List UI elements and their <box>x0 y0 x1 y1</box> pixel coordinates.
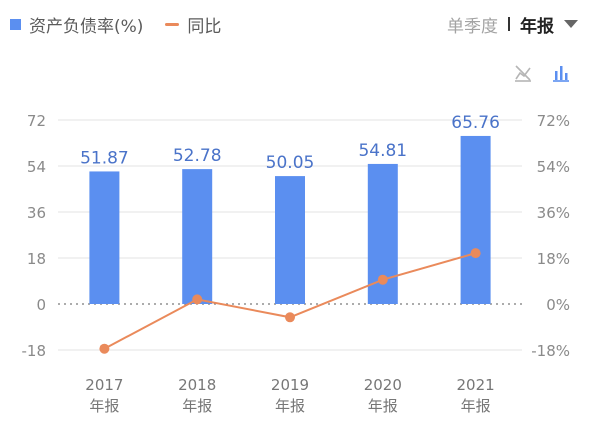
yoy-point <box>377 274 388 285</box>
x-tick-label: 2021 <box>457 376 495 394</box>
period-option-year[interactable]: 年报 <box>520 16 554 37</box>
y-left-tick-label: 36 <box>27 204 46 222</box>
y-right-tick-label: 0% <box>546 296 570 314</box>
legend-item-ratio[interactable]: 资产负债率(%) <box>10 12 143 37</box>
y-right-tick-label: 18% <box>537 250 570 268</box>
x-tick-label: 年报 <box>368 397 398 415</box>
y-right-tick-label: -18% <box>531 342 570 360</box>
legend-item-yoy[interactable]: 同比 <box>165 12 221 37</box>
y-left-tick-label: 0 <box>36 296 46 314</box>
x-tick-label: 2018 <box>178 376 216 394</box>
y-right-tick-label: 36% <box>537 204 570 222</box>
x-tick-label: 2017 <box>85 376 123 394</box>
bar-data-label: 54.81 <box>358 141 407 161</box>
legend-line-label: 同比 <box>187 16 222 37</box>
period-option-quarter[interactable]: 单季度 <box>447 16 498 37</box>
legend-bar-swatch <box>10 18 21 30</box>
x-tick-label: 2020 <box>364 376 402 394</box>
bar-chart-icon[interactable] <box>550 62 572 84</box>
y-left-tick-label: 54 <box>27 158 46 176</box>
y-right-tick-label: 72% <box>537 112 570 130</box>
y-left-tick-label: 72 <box>27 112 46 130</box>
x-tick-label: 年报 <box>275 397 305 415</box>
y-right-tick-label: 54% <box>537 158 570 176</box>
bar-data-label: 65.76 <box>451 113 500 133</box>
yoy-point <box>470 248 481 259</box>
bar-data-label: 52.78 <box>173 146 222 166</box>
y-left-tick-label: -18 <box>22 342 47 360</box>
legend-bar-label: 资产负债率(%) <box>29 16 144 37</box>
y-left-tick-label: 18 <box>27 250 46 268</box>
period-selector[interactable]: 单季度 年报 <box>447 10 578 38</box>
x-tick-label: 2019 <box>271 376 309 394</box>
bar <box>182 169 213 304</box>
legend-line-swatch <box>165 22 180 26</box>
bar <box>460 135 491 304</box>
chevron-down-icon[interactable] <box>564 20 578 28</box>
chart-type-toggles <box>496 62 572 84</box>
x-tick-label: 年报 <box>461 397 491 415</box>
yoy-point <box>285 312 295 323</box>
bar <box>89 171 120 304</box>
chart-legend: 资产负债率(%) 同比 <box>10 10 243 38</box>
yoy-point <box>99 343 110 354</box>
bar-data-label: 50.05 <box>266 153 315 173</box>
x-tick-label: 年报 <box>89 397 119 415</box>
period-separator <box>508 17 510 31</box>
bar-data-label: 51.87 <box>80 148 129 168</box>
x-tick-label: 年报 <box>182 397 212 415</box>
yoy-point <box>192 294 203 305</box>
bar <box>275 176 305 304</box>
line-chart-off-icon[interactable] <box>512 62 534 84</box>
